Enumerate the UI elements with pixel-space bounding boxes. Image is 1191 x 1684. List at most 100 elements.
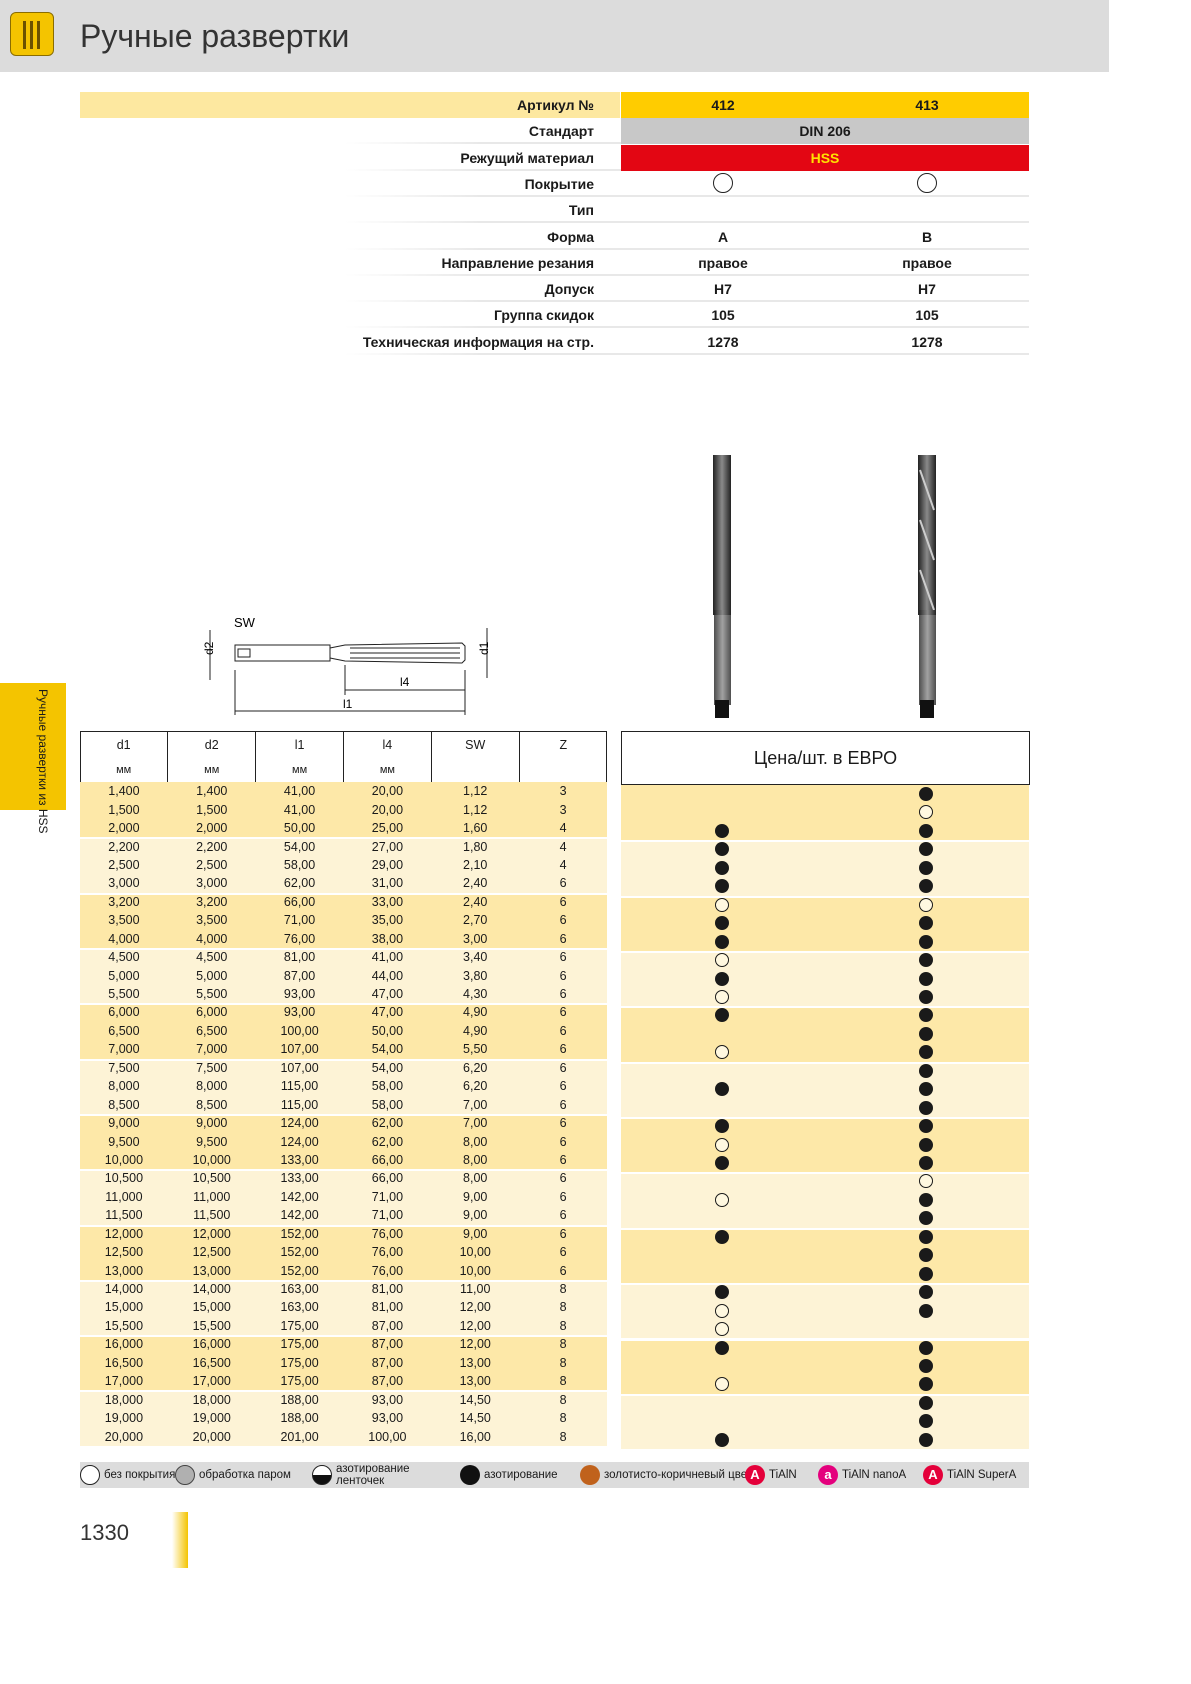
- cell-l1: 66,00: [256, 893, 344, 911]
- available-on-request-circle-icon-412[interactable]: [715, 1377, 729, 1392]
- available-dot-icon-413[interactable]: [919, 971, 933, 986]
- available-dot-icon-412[interactable]: [715, 971, 729, 986]
- cell-d2: 7,000: [196, 1042, 228, 1057]
- available-dot-icon-413[interactable]: [919, 1082, 933, 1097]
- available-dot-icon-412[interactable]: [715, 823, 729, 838]
- available-dot-icon-413[interactable]: [919, 1119, 933, 1134]
- cell-l1: 115,00: [280, 1097, 319, 1112]
- cell-l1: 41,00: [283, 802, 316, 817]
- column-header: l4: [342, 732, 432, 757]
- spec-value-412: 1278: [707, 333, 739, 350]
- available-on-request-circle-icon-413[interactable]: [919, 1174, 933, 1189]
- available-dot-icon-413[interactable]: [919, 1026, 933, 1041]
- cell-d1: 4,000: [108, 931, 140, 946]
- available-dot-icon-412[interactable]: [715, 1082, 729, 1097]
- available-on-request-circle-icon-412[interactable]: [715, 897, 729, 912]
- available-dot-icon-413[interactable]: [919, 1045, 933, 1060]
- available-dot-icon-413[interactable]: [919, 787, 933, 801]
- available-dot-icon-413[interactable]: [919, 1285, 933, 1300]
- available-dot-icon-413[interactable]: [919, 823, 933, 838]
- available-dot-icon-413[interactable]: [919, 1137, 933, 1152]
- cell-l1: 93,00: [256, 1003, 344, 1021]
- table-row: 8,000 8,000 115,00 58,00 6,20 6: [80, 1077, 607, 1096]
- cell-d2: 15,000: [192, 1300, 231, 1315]
- available-dot-icon-413[interactable]: [919, 1340, 933, 1355]
- available-dot-icon-413[interactable]: [919, 934, 933, 949]
- side-tab-label: Ручные развертки из HSS: [36, 689, 50, 834]
- row-divider: [345, 273, 1029, 276]
- cell-sw: 9,00: [431, 1225, 519, 1243]
- cell-z: 6: [559, 913, 567, 928]
- available-dot-icon-412[interactable]: [715, 879, 729, 894]
- available-dot-icon-413[interactable]: [919, 1192, 933, 1207]
- cell-d1: 5,500: [108, 987, 140, 1002]
- available-on-request-circle-icon-413[interactable]: [919, 805, 933, 820]
- available-dot-icon-413[interactable]: [919, 916, 933, 931]
- available-dot-icon-413[interactable]: [919, 879, 933, 894]
- available-dot-icon-413[interactable]: [919, 989, 933, 1004]
- available-dot-icon-413[interactable]: [919, 1248, 933, 1263]
- available-dot-icon-413[interactable]: [919, 1156, 933, 1170]
- legend-label: без покрытия: [104, 1469, 176, 1481]
- cell-z: 8: [519, 1280, 607, 1298]
- available-dot-icon-413[interactable]: [919, 1266, 933, 1281]
- cell-l1: 54,00: [256, 837, 344, 855]
- available-dot-icon-413[interactable]: [919, 1100, 933, 1115]
- cell-l4: 44,00: [371, 968, 404, 983]
- available-dot-icon-413[interactable]: [919, 1008, 933, 1023]
- available-dot-icon-412[interactable]: [715, 1119, 729, 1134]
- available-dot-icon-413[interactable]: [919, 1395, 933, 1410]
- cell-sw: 1,80: [431, 837, 519, 855]
- available-dot-icon-412[interactable]: [715, 842, 729, 857]
- table-row: 19,000 19,000 188,00 93,00 14,50 8: [80, 1408, 607, 1428]
- cell-z: 8: [559, 1411, 567, 1426]
- available-dot-icon-413[interactable]: [919, 1377, 933, 1392]
- available-dot-icon-412[interactable]: [715, 934, 729, 949]
- available-dot-icon-413[interactable]: [919, 953, 933, 968]
- table-row: 2,000 2,000 50,00 25,00 1,60 4: [80, 818, 607, 838]
- available-dot-icon-413[interactable]: [919, 1229, 933, 1244]
- cell-z: 6: [559, 968, 567, 983]
- available-dot-icon-413[interactable]: [919, 1303, 933, 1318]
- available-on-request-circle-icon-412[interactable]: [715, 1322, 729, 1337]
- available-dot-icon-412[interactable]: [715, 1340, 729, 1355]
- available-dot-icon-412[interactable]: [715, 860, 729, 875]
- legend: без покрытия обработка паром азотирование …: [80, 1462, 1029, 1488]
- available-dot-icon-412[interactable]: [715, 916, 729, 931]
- spec-value-412: A: [717, 228, 729, 245]
- available-dot-icon-412[interactable]: [715, 1156, 729, 1170]
- available-dot-icon-413[interactable]: [919, 860, 933, 875]
- cell-d2: 6,500: [196, 1023, 228, 1038]
- available-dot-icon-413[interactable]: [919, 1358, 933, 1373]
- available-on-request-circle-icon-412[interactable]: [715, 1303, 729, 1318]
- cell-l1: 142,00: [280, 1189, 319, 1204]
- available-on-request-circle-icon-412[interactable]: [715, 1045, 729, 1060]
- cell-l1: 175,00: [256, 1335, 344, 1353]
- available-on-request-circle-icon-412[interactable]: [715, 953, 729, 968]
- cell-l4: 47,00: [343, 1003, 431, 1021]
- legend-item: A TiAlN: [745, 1462, 797, 1488]
- available-dot-icon-413[interactable]: [919, 1211, 933, 1226]
- cell-l4: 62,00: [343, 1114, 431, 1132]
- available-dot-icon-412[interactable]: [715, 1229, 729, 1244]
- available-dot-icon-413[interactable]: [919, 1414, 933, 1429]
- available-on-request-circle-icon-412[interactable]: [715, 1137, 729, 1152]
- cell-l1: 107,00: [280, 1042, 319, 1057]
- available-on-request-circle-icon-412[interactable]: [715, 1192, 729, 1207]
- table-row: 4,500 4,500 81,00 41,00 3,40 6: [80, 947, 607, 967]
- legend-item: a TiAlN nanoA: [818, 1462, 906, 1488]
- available-on-request-circle-icon-412[interactable]: [715, 989, 729, 1004]
- available-dot-icon-413[interactable]: [919, 842, 933, 857]
- available-on-request-circle-icon-413[interactable]: [919, 897, 933, 912]
- available-dot-icon-412[interactable]: [715, 1008, 729, 1023]
- available-dot-icon-413[interactable]: [919, 1432, 933, 1447]
- spec-row: Режущий материал HSS: [80, 144, 1029, 171]
- table-row: 7,000 7,000 107,00 54,00 5,50 6: [80, 1040, 607, 1059]
- cell-d1: 2,500: [108, 857, 140, 872]
- table-row: 9,000 9,000 124,00 62,00 7,00 6: [80, 1113, 607, 1133]
- cell-l4: 76,00: [343, 1225, 431, 1243]
- available-dot-icon-412[interactable]: [715, 1432, 729, 1447]
- cell-d1: 11,500: [105, 1208, 143, 1223]
- available-dot-icon-413[interactable]: [919, 1063, 933, 1078]
- available-dot-icon-412[interactable]: [715, 1285, 729, 1300]
